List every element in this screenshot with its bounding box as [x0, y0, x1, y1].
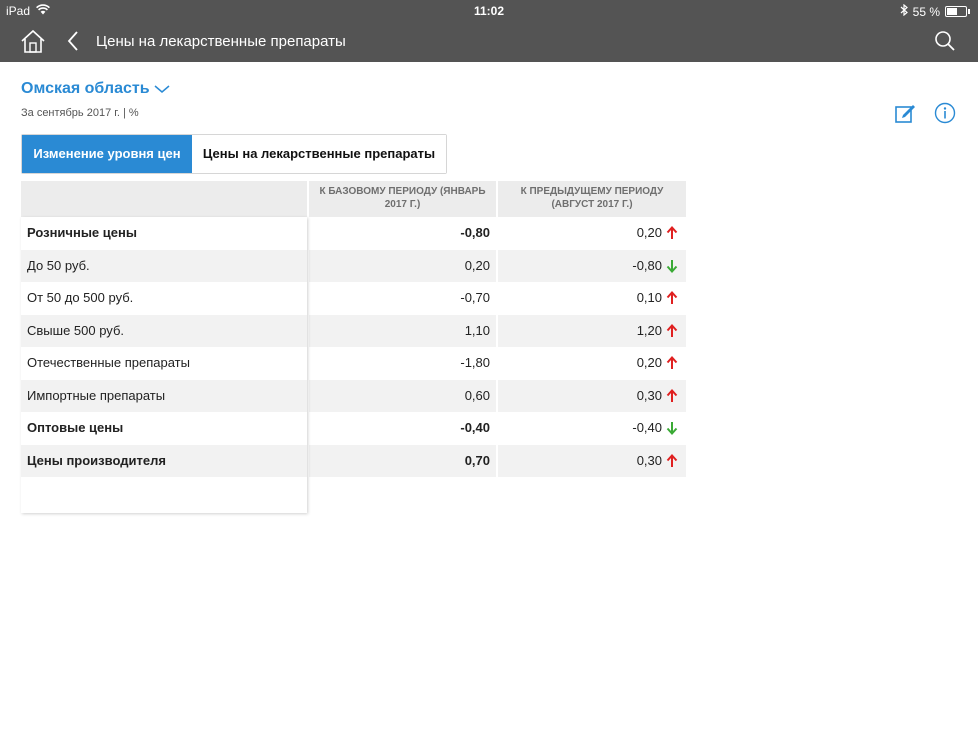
tab-bar: Изменение уровня цен Цены на лекарственн… [21, 134, 447, 174]
region-name: Омская область [21, 80, 150, 97]
table-row[interactable]: До 50 руб. 0,20 -0,80 [21, 249, 686, 282]
arrow-up-icon [666, 323, 678, 337]
battery-icon [945, 6, 967, 17]
search-button[interactable] [934, 30, 956, 52]
status-time: 11:02 [473, 4, 505, 18]
page-title: Цены на лекарственные препараты [96, 33, 346, 50]
header-previous-period: К предыдущему периоду (август 2017 г.) [498, 181, 686, 217]
edit-icon [895, 105, 915, 123]
table-row[interactable]: Отечественные препараты -1,80 0,20 [21, 347, 686, 380]
row-label: Отечественные препараты [21, 347, 307, 380]
arrow-down-icon [666, 259, 678, 273]
row-label: Свыше 500 руб. [21, 314, 307, 347]
row-label: До 50 руб. [21, 249, 307, 282]
battery-percent: 55 % [912, 4, 940, 19]
device-label: iPad [6, 4, 31, 18]
row-label: Импортные препараты [21, 379, 307, 412]
previous-period-cell: 0,30 [498, 444, 686, 477]
arrow-up-icon [666, 453, 678, 467]
region-selector[interactable]: Омская область [21, 80, 170, 98]
previous-period-cell: 0,30 [498, 379, 686, 412]
table-row[interactable]: Цены производителя 0,70 0,30 [21, 444, 686, 477]
table-row[interactable]: От 50 до 500 руб. -0,70 0,10 [21, 282, 686, 315]
table-body: Розничные цены -0,80 0,20 До 50 руб. 0,20 -0,… [21, 217, 686, 477]
header-base-period: К базовому периоду (январь 2017 г.) [309, 181, 496, 217]
base-period-value: 1,10 [309, 314, 496, 347]
table-row[interactable]: Розничные цены -0,80 0,20 [21, 217, 686, 250]
previous-period-value: 1,20 [636, 322, 662, 338]
row-label: Розничные цены [21, 217, 307, 250]
previous-period-value: 0,30 [636, 452, 662, 468]
base-period-value: -0,70 [309, 282, 496, 315]
row-label: Цены производителя [21, 444, 307, 477]
chevron-down-icon [154, 85, 170, 93]
bluetooth-icon [900, 3, 908, 19]
tab-price-level-change[interactable]: Изменение уровня цен [22, 135, 192, 173]
info-button[interactable] [934, 102, 956, 124]
battery-tip [968, 9, 970, 14]
previous-period-cell: -0,40 [498, 412, 686, 445]
arrow-down-icon [666, 422, 678, 436]
base-period-value: 0,70 [309, 444, 496, 477]
arrow-up-icon [666, 388, 678, 402]
previous-period-value: -0,80 [632, 257, 662, 273]
previous-period-cell: 0,20 [498, 347, 686, 380]
row-label: Оптовые цены [21, 412, 307, 445]
header-name-cell [21, 181, 307, 217]
table-row[interactable]: Оптовые цены -0,40 -0,40 [21, 412, 686, 445]
search-icon [935, 31, 955, 51]
battery-level [947, 8, 957, 15]
back-button[interactable] [66, 30, 80, 52]
base-period-value: -0,40 [309, 412, 496, 445]
chevron-left-icon [67, 31, 78, 51]
table-row[interactable]: Импортные препараты 0,60 0,30 [21, 379, 686, 412]
previous-period-value: 0,30 [636, 387, 662, 403]
base-period-value: 0,60 [309, 379, 496, 412]
previous-period-value: 0,20 [636, 225, 662, 240]
base-period-value: 0,20 [309, 249, 496, 282]
table-header: К базовому периоду (январь 2017 г.) К пр… [21, 181, 686, 217]
row-label: От 50 до 500 руб. [21, 282, 307, 315]
edit-button[interactable] [894, 102, 916, 124]
previous-period-cell: 1,20 [498, 314, 686, 347]
base-period-value: -0,80 [309, 217, 496, 250]
arrow-up-icon [666, 291, 678, 305]
wifi-icon [36, 4, 50, 18]
table-row[interactable]: Свыше 500 руб. 1,10 1,20 [21, 314, 686, 347]
price-table: К базовому периоду (январь 2017 г.) К пр… [21, 181, 686, 477]
previous-period-value: 0,10 [636, 290, 662, 305]
top-chrome: iPad 11:02 55 % [0, 0, 978, 62]
previous-period-cell: 0,10 [498, 282, 686, 315]
previous-period-cell: -0,80 [498, 249, 686, 282]
arrow-up-icon [666, 356, 678, 370]
status-left: iPad [6, 4, 50, 18]
previous-period-value: -0,40 [632, 420, 662, 435]
arrow-up-icon [666, 226, 678, 240]
period-note: За сентябрь 2017 г. | % [21, 107, 139, 119]
info-icon [934, 102, 956, 124]
nav-bar: Цены на лекарственные препараты [0, 22, 978, 62]
home-icon [21, 29, 45, 53]
previous-period-cell: 0,20 [498, 217, 686, 250]
base-period-value: -1,80 [309, 347, 496, 380]
tab-drug-prices[interactable]: Цены на лекарственные препараты [192, 135, 446, 173]
home-button[interactable] [20, 28, 46, 54]
status-bar: iPad 11:02 55 % [0, 0, 978, 20]
previous-period-value: 0,20 [636, 355, 662, 370]
status-right: 55 % [900, 3, 970, 19]
